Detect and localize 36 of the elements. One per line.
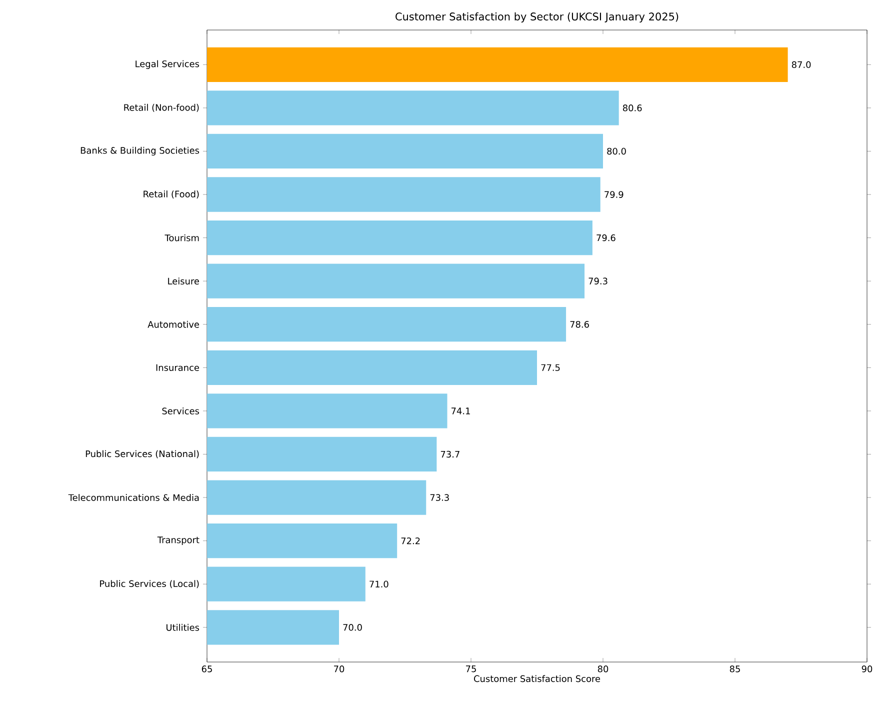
data-label: 87.0 xyxy=(792,61,811,68)
x-tick-label: 80 xyxy=(598,666,608,672)
y-tick-label: Services xyxy=(162,407,200,414)
data-label: 80.0 xyxy=(607,148,626,155)
y-tick-label: Legal Services xyxy=(136,60,200,69)
y-tick-label: Insurance xyxy=(156,364,200,371)
x-axis-title: Customer Satisfaction Score xyxy=(474,675,600,682)
x-tick-label: 75 xyxy=(466,666,476,672)
y-tick-label: Public Services (National) xyxy=(86,450,199,458)
y-tick-label: Leisure xyxy=(168,278,200,285)
data-label: 70.0 xyxy=(343,624,362,631)
y-tick-label: Utilities xyxy=(166,624,200,631)
x-tick-label: 90 xyxy=(862,666,872,672)
chart-title: Customer Satisfaction by Sector (UKCSI January 2025) xyxy=(396,12,678,22)
data-label: 79.6 xyxy=(596,234,616,242)
data-label: 71.0 xyxy=(370,580,388,588)
y-tick-label: Tourism xyxy=(164,234,199,242)
data-label: 79.9 xyxy=(604,191,624,198)
y-tick-label: Public Services (Local) xyxy=(100,580,199,588)
y-tick-label: Banks & Building Societies xyxy=(80,146,200,156)
y-tick-label: Retail (Non-food) xyxy=(124,104,199,112)
x-tick-label: 70 xyxy=(334,666,344,672)
y-tick-label: Telecommunications & Media xyxy=(68,494,199,501)
data-label: 73.3 xyxy=(430,494,449,501)
data-label: 73.7 xyxy=(440,450,460,458)
data-label: 72.2 xyxy=(401,537,420,544)
y-tick-label: Transport xyxy=(157,536,200,545)
data-label: 80.6 xyxy=(622,104,642,112)
x-tick-label: 85 xyxy=(730,666,740,672)
data-label: 77.5 xyxy=(541,364,560,371)
y-tick-label: Automotive xyxy=(148,320,200,328)
y-tick-label: Retail (Food) xyxy=(144,190,199,198)
data-label: 78.6 xyxy=(570,320,589,328)
x-tick-label: 65 xyxy=(202,666,212,672)
data-label: 74.1 xyxy=(451,408,470,414)
data-label: 79.3 xyxy=(588,278,608,284)
